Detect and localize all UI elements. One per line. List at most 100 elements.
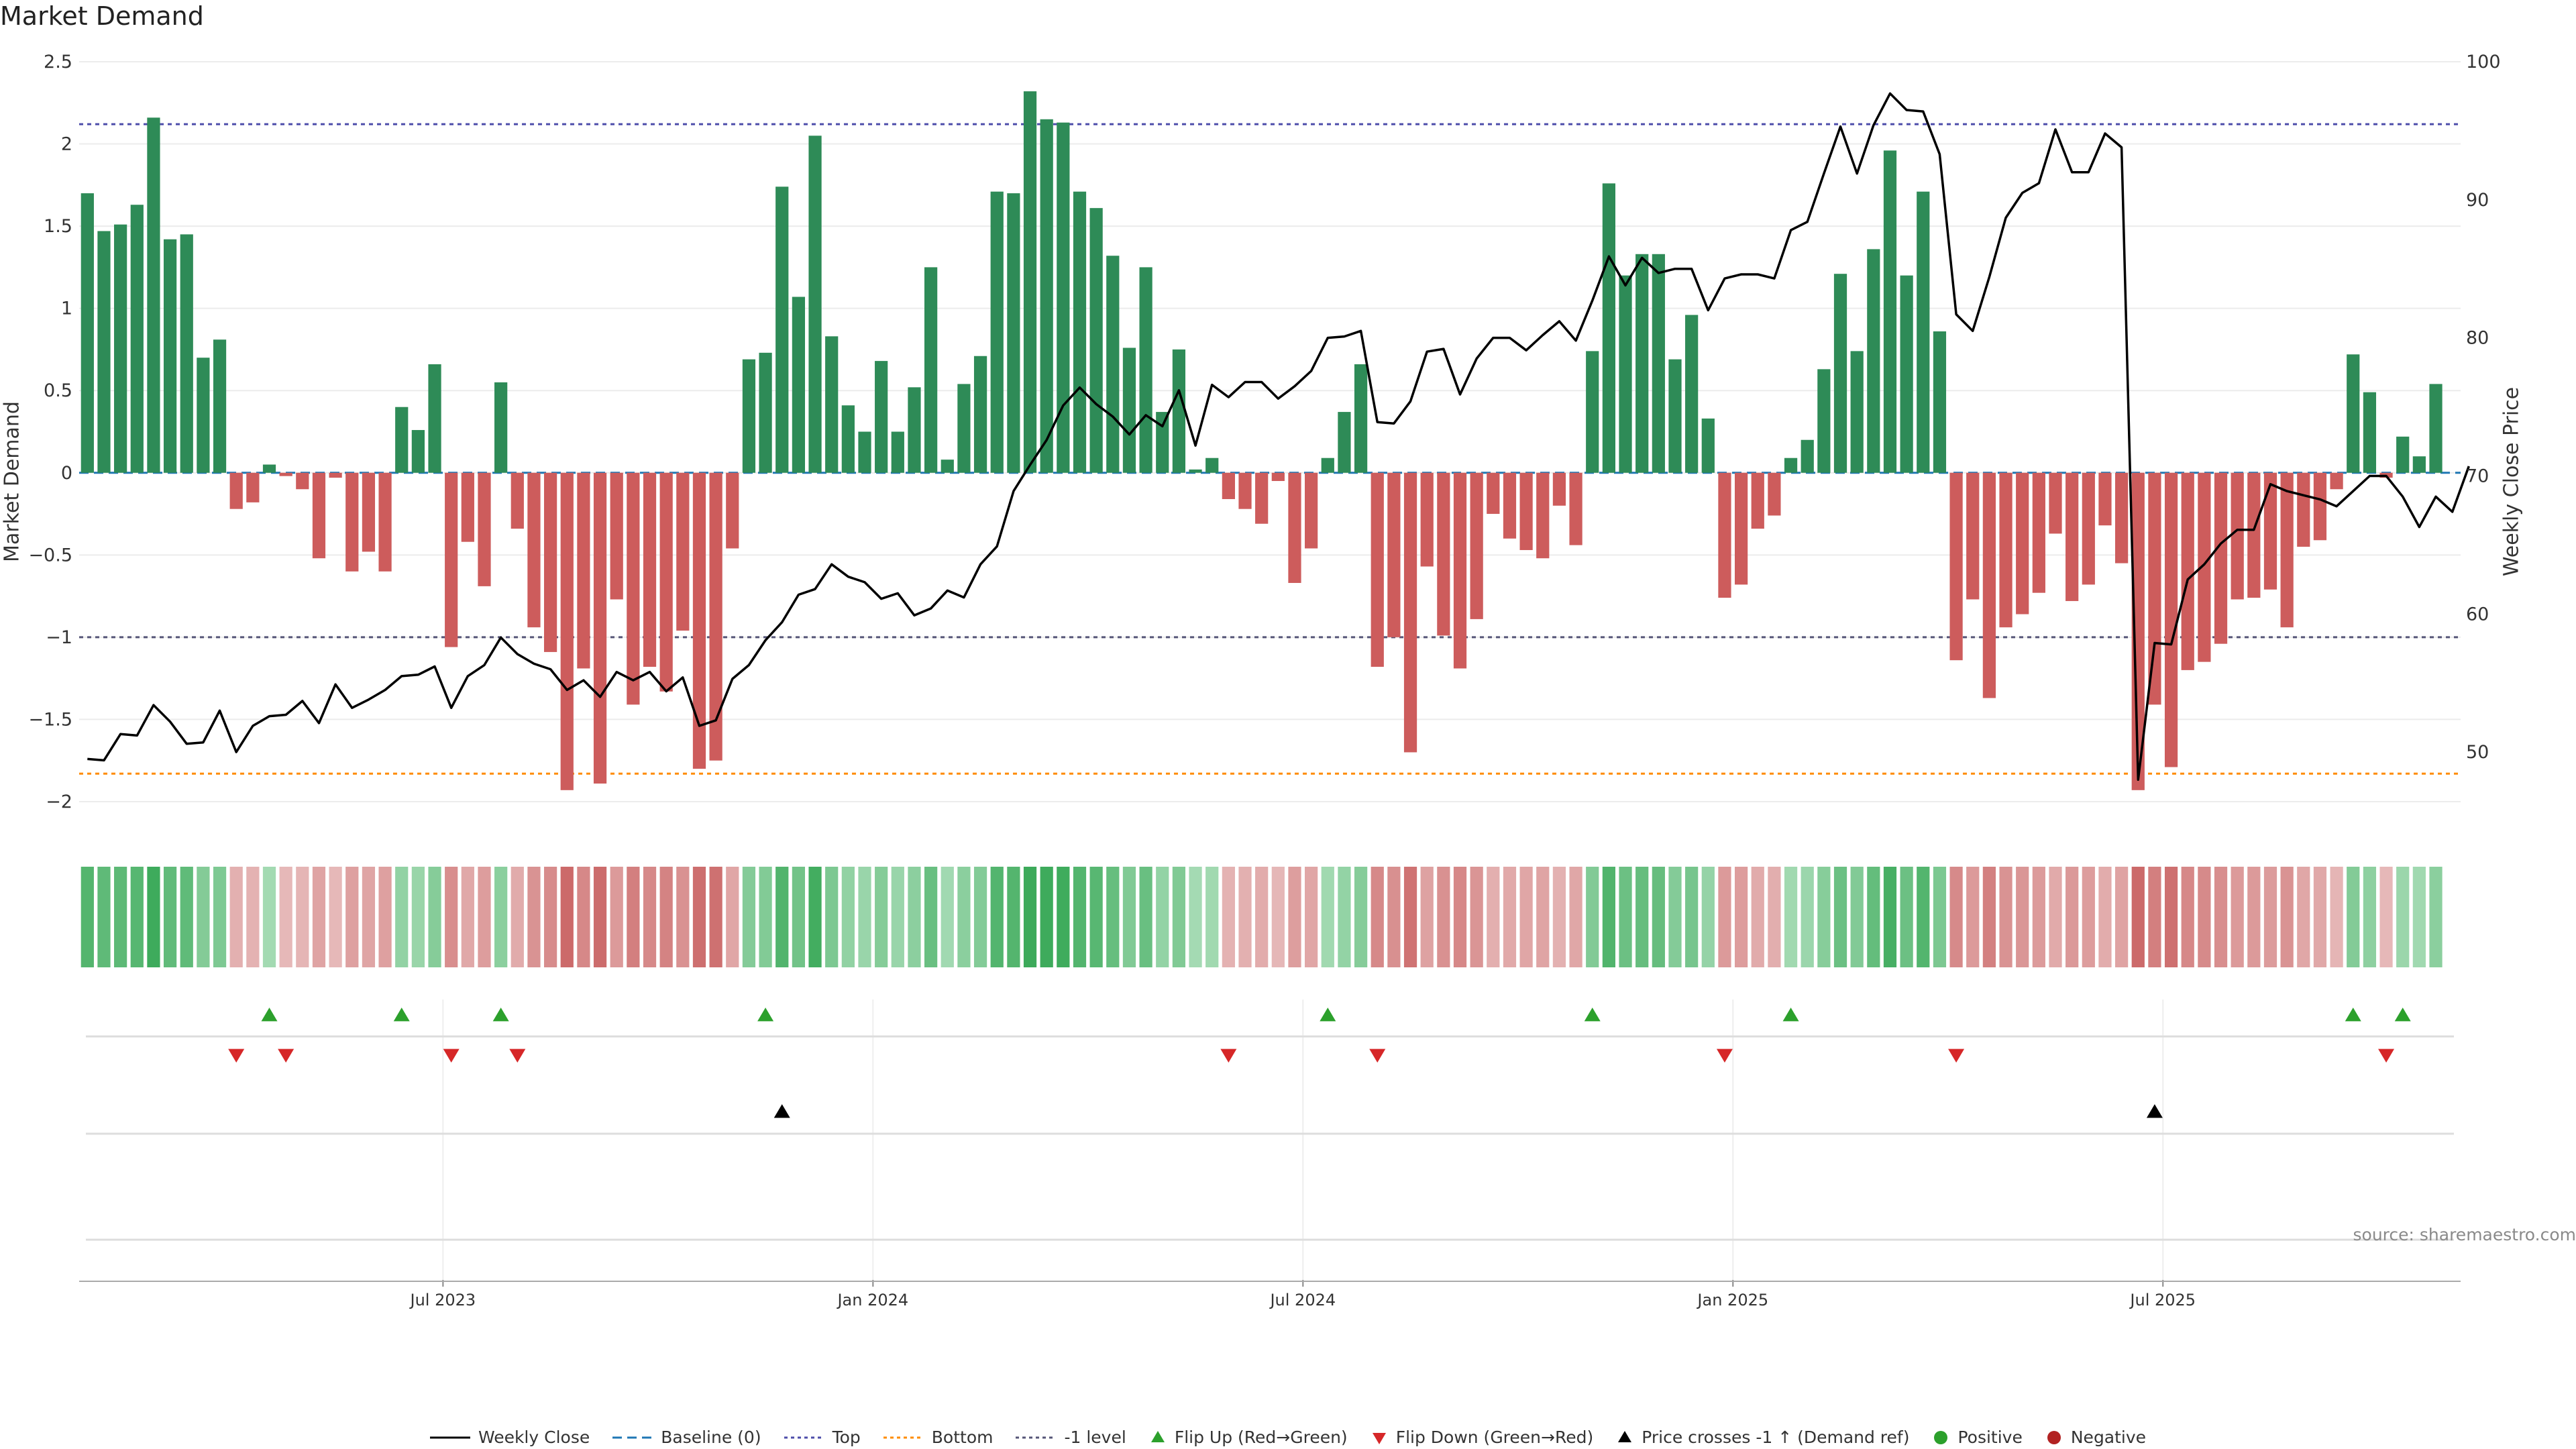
demand-bar — [1718, 472, 1731, 598]
y-tick-label: 2 — [61, 134, 72, 155]
demand-bar — [411, 430, 425, 473]
y-tick-label: 1.5 — [44, 216, 72, 237]
heatmap-cell — [1040, 867, 1053, 967]
demand-bar — [659, 472, 673, 692]
legend-swatch — [1150, 1430, 1165, 1442]
heatmap-cell — [908, 867, 921, 967]
demand-bar — [973, 356, 987, 473]
heatmap-cell — [1057, 867, 1070, 967]
demand-bar — [543, 472, 557, 652]
legend-swatch — [612, 1436, 653, 1438]
demand-bar — [1917, 191, 1930, 473]
demand-bar — [1040, 119, 1053, 473]
demand-bar — [1685, 315, 1699, 473]
heatmap-cell — [957, 867, 971, 967]
demand-bar — [296, 472, 309, 490]
demand-bar — [1453, 472, 1467, 669]
demand-bar — [494, 382, 508, 473]
heatmap-cell — [875, 867, 888, 967]
heatmap-cell — [2181, 867, 2194, 967]
heatmap-cell — [2032, 867, 2045, 967]
demand-bar — [908, 387, 921, 473]
demand-bar — [577, 472, 590, 669]
demand-bar — [1586, 351, 1599, 473]
legend-swatch — [784, 1436, 824, 1438]
flip-up-marker — [261, 1008, 278, 1022]
demand-bar — [709, 472, 722, 761]
heatmap-cell — [1403, 867, 1417, 967]
demand-bar — [676, 472, 690, 631]
demand-bar — [1900, 275, 1913, 473]
heatmap-cell — [1189, 867, 1202, 967]
flip-up-marker — [492, 1008, 509, 1022]
demand-bar — [2032, 472, 2045, 593]
heatmap-cell — [1784, 867, 1798, 967]
heatmap-cell — [1652, 867, 1665, 967]
flip-down-marker — [1369, 1049, 1386, 1063]
demand-bar — [2198, 472, 2211, 662]
heatmap-cell — [1156, 867, 1169, 967]
demand-bar — [1966, 472, 1980, 600]
demand-bar — [1354, 364, 1368, 473]
heatmap-cell — [312, 867, 326, 967]
demand-bar — [2181, 472, 2194, 670]
demand-bar — [1503, 472, 1517, 539]
flip-down-marker — [509, 1049, 526, 1063]
legend-swatch — [429, 1436, 470, 1438]
heatmap-cell — [130, 867, 144, 967]
flip-up-marker — [393, 1008, 410, 1022]
demand-bar — [957, 384, 971, 473]
demand-bar — [1635, 254, 1649, 473]
demand-bar — [1701, 418, 1715, 473]
heatmap-cell — [1371, 867, 1384, 967]
heatmap-cell — [1487, 867, 1500, 967]
heatmap-cell — [2363, 867, 2377, 967]
heatmap-cell — [395, 867, 409, 967]
demand-bar — [1305, 472, 1318, 549]
heatmap-cell — [2131, 867, 2145, 967]
demand-bar — [2131, 472, 2145, 790]
heatmap-cell — [527, 867, 541, 967]
legend-label: Price crosses -1 ↑ (Demand ref) — [1642, 1428, 1910, 1447]
y-axis-label-right: Weekly Close Price — [2500, 386, 2524, 577]
demand-bar — [1172, 349, 1186, 473]
legend-swatch — [883, 1436, 924, 1438]
demand-bar — [511, 472, 524, 529]
heatmap-cell — [1883, 867, 1897, 967]
heatmap-cell — [1089, 867, 1103, 967]
demand-bar — [163, 239, 177, 473]
demand-bar — [742, 359, 756, 473]
x-tick-label: Jul 2023 — [409, 1291, 476, 1309]
heatmap-cell — [345, 867, 359, 967]
legend-swatch — [1016, 1436, 1057, 1438]
demand-bar — [560, 472, 574, 790]
heatmap-cell — [1420, 867, 1434, 967]
heatmap-cell — [494, 867, 508, 967]
legend-item: Price crosses -1 ↑ (Demand ref) — [1616, 1428, 1909, 1447]
demand-bars — [80, 91, 2443, 790]
demand-bar — [1801, 439, 1814, 473]
heatmap-cell — [147, 867, 160, 967]
heatmap-cell — [1850, 867, 1864, 967]
heatmap-cell — [1602, 867, 1615, 967]
demand-bar — [1487, 472, 1500, 515]
demand-bar — [2429, 384, 2443, 473]
demand-bar — [2347, 354, 2360, 473]
heatmap-cell — [659, 867, 673, 967]
heatmap-cell — [775, 867, 789, 967]
demand-bar — [1122, 347, 1136, 473]
demand-bar — [1007, 193, 1020, 473]
demand-bar — [1106, 256, 1120, 473]
heatmap-cell — [2347, 867, 2360, 967]
demand-bar — [990, 191, 1004, 473]
heatmap-cell — [2247, 867, 2261, 967]
demand-bar — [1602, 183, 1615, 473]
heatmap-cell — [296, 867, 309, 967]
heatmap-cell — [1255, 867, 1269, 967]
demand-bar — [1470, 472, 1483, 619]
flip-up-marker — [1584, 1008, 1601, 1022]
heatmap-cell — [891, 867, 904, 967]
heatmap-cell — [1668, 867, 1682, 967]
demand-bar — [1883, 150, 1897, 473]
heatmap-cell — [1338, 867, 1351, 967]
